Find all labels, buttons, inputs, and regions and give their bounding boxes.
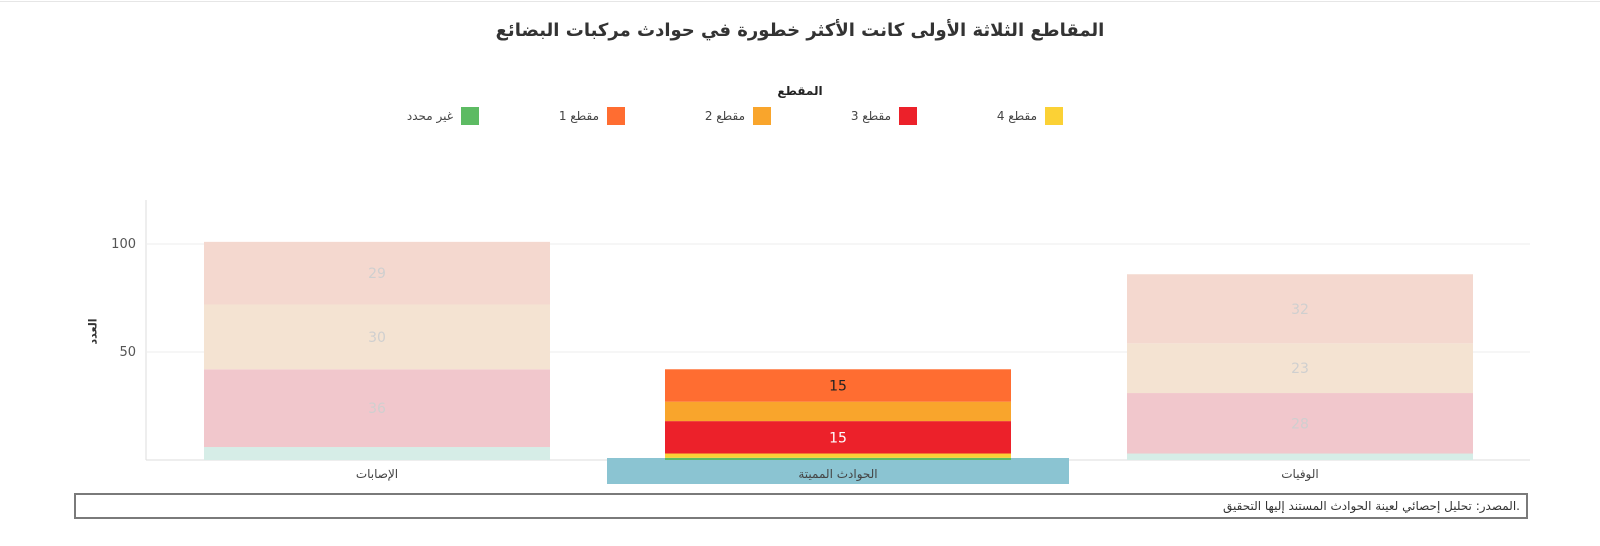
bar-segment	[1127, 343, 1473, 394]
legend-label: غير محدد	[406, 109, 453, 123]
legend-item[interactable]: مقطع 3	[851, 106, 917, 126]
bar-segment	[665, 401, 1011, 422]
x-tick-label: الحوادث المميتة	[798, 467, 877, 482]
bar-segment	[665, 453, 1011, 458]
bar-segment	[665, 457, 1011, 460]
legend-swatch	[1045, 107, 1063, 125]
legend-swatch	[753, 107, 771, 125]
x-tick-label: الوفيات	[1281, 467, 1319, 482]
legend-swatch	[607, 107, 625, 125]
bar-segment	[204, 447, 550, 460]
data-label: 28	[1291, 416, 1309, 432]
data-label: 30	[368, 330, 386, 346]
bar-segment	[204, 241, 550, 305]
legend: مقطع 4 مقطع 3 مقطع 2 مقطع 1 غير محدد	[0, 106, 1600, 126]
legend-label: مقطع 2	[704, 109, 745, 123]
legend-swatch	[899, 107, 917, 125]
chart-title: المقاطع الثلاثة الأولى كانت الأكثر خطورة…	[495, 20, 1105, 41]
data-label: 15	[829, 378, 847, 394]
data-label: 29	[368, 266, 386, 282]
bar-segment	[204, 369, 550, 448]
legend-swatch	[461, 107, 479, 125]
bar-segment	[665, 421, 1011, 454]
bar-segment	[665, 369, 1011, 402]
legend-label: مقطع 1	[558, 109, 599, 123]
bar-segment	[204, 304, 550, 370]
y-tick-label: 100	[111, 237, 136, 252]
bar-segment	[1127, 453, 1473, 460]
legend-item[interactable]: مقطع 4	[997, 106, 1063, 126]
bar-segment	[1127, 393, 1473, 454]
x-tick-label: الإصابات	[356, 467, 398, 481]
legend-title: المقطع	[777, 84, 823, 98]
y-tick-label: 50	[119, 345, 136, 360]
data-label: 15	[829, 430, 847, 446]
legend-item[interactable]: مقطع 1	[559, 106, 625, 126]
legend-label: مقطع 4	[996, 109, 1037, 123]
data-label: 36	[368, 401, 386, 417]
data-label: 32	[1291, 302, 1309, 318]
source-note: .المصدر: تحليل إحصائي لعينة الحوادث المس…	[74, 493, 1528, 519]
top-border	[0, 1, 1600, 2]
legend-item[interactable]: مقطع 2	[705, 106, 771, 126]
legend-label: مقطع 3	[850, 109, 891, 123]
chart-area: 50 100 36 30 29 الإصابات 15 15 الحوادث المميتة 28…	[111, 200, 1530, 484]
data-label: 23	[1291, 361, 1309, 377]
legend-item[interactable]: غير محدد	[407, 106, 479, 126]
category-highlight	[607, 458, 1069, 484]
bar-segment	[1127, 274, 1473, 344]
